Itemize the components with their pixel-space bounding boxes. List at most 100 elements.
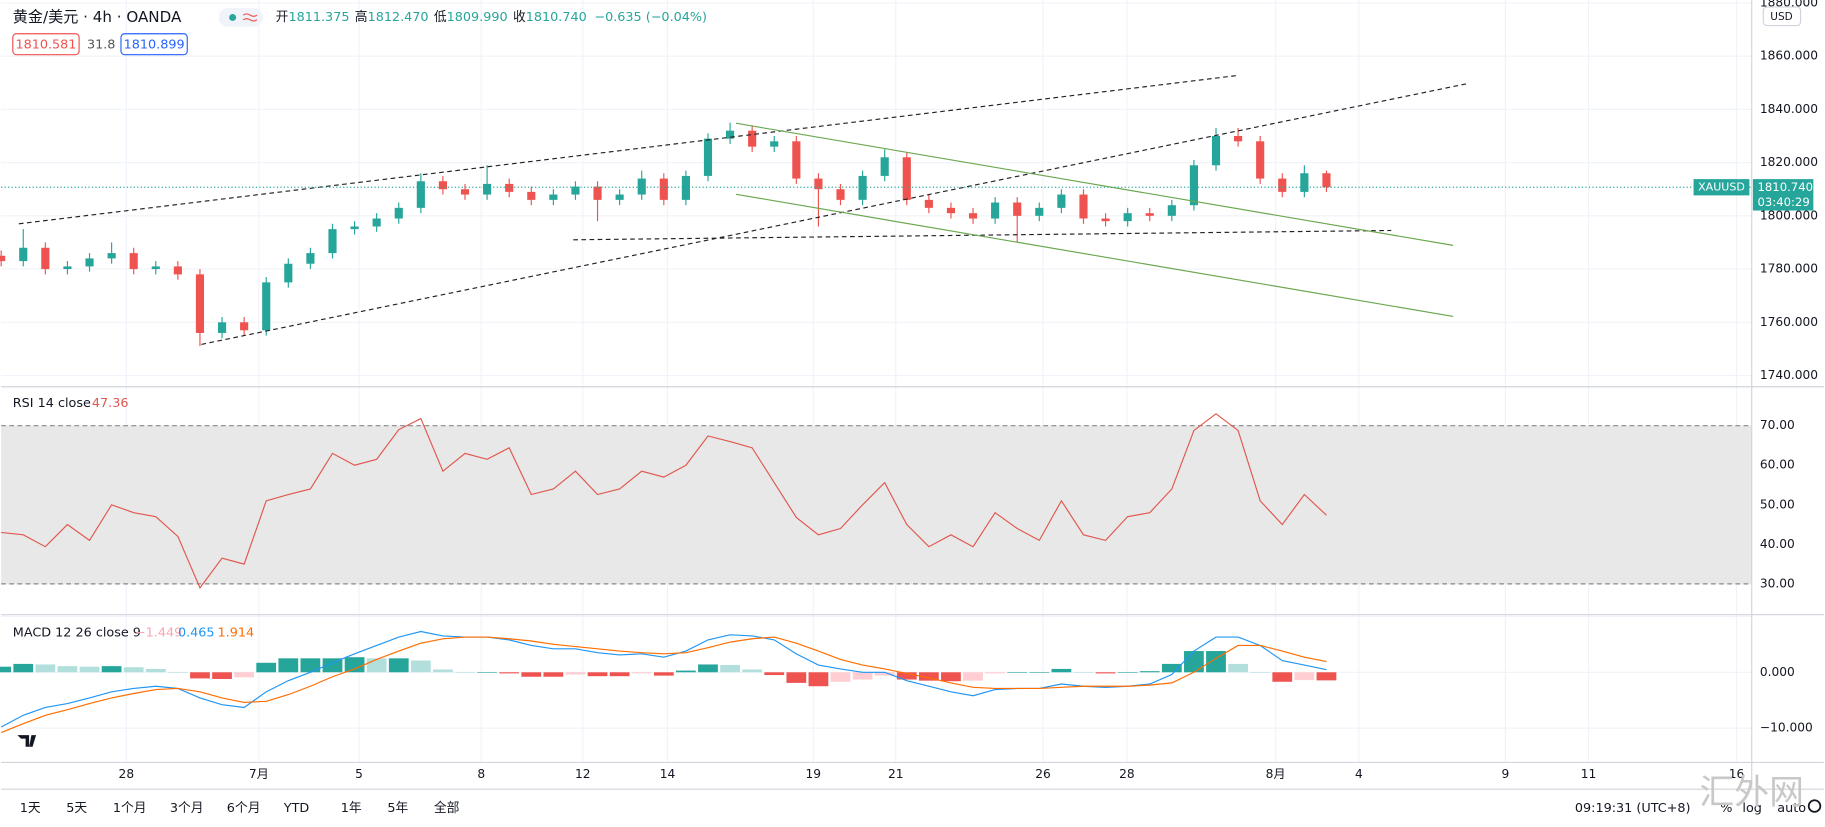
candle-body xyxy=(1123,213,1132,222)
settings-icon[interactable] xyxy=(1807,799,1822,813)
range-button[interactable]: 5年 xyxy=(387,801,408,816)
histogram-bar xyxy=(1117,672,1138,673)
trend-line xyxy=(18,75,1237,225)
candle-body xyxy=(902,157,911,200)
macd-line xyxy=(0,636,1327,734)
candle-body xyxy=(659,178,668,200)
ohlc-value: 1810.740 xyxy=(526,10,587,25)
x-tick-label: 16 xyxy=(1729,767,1745,781)
histogram-bar xyxy=(145,668,166,673)
y-tick-label: 60.00 xyxy=(1760,458,1795,472)
candle-body xyxy=(527,191,536,200)
range-button[interactable]: YTD xyxy=(283,801,310,816)
auto-toggle[interactable]: auto xyxy=(1777,801,1806,816)
y-tick-label: 1760.000 xyxy=(1760,315,1818,329)
range-button[interactable]: 3个月 xyxy=(170,801,204,816)
candle-body xyxy=(416,181,425,208)
currency[interactable]: USD xyxy=(1770,11,1792,23)
countdown: 03:40:29 xyxy=(1758,195,1810,209)
candle-body xyxy=(593,186,602,200)
candle-body xyxy=(1256,141,1265,179)
x-tick-label: 7月 xyxy=(249,767,269,781)
histogram-bar xyxy=(764,672,785,676)
candle-body xyxy=(129,253,138,270)
x-tick-label: 9 xyxy=(1501,767,1509,781)
x-tick-label: 28 xyxy=(1119,767,1135,781)
histogram-bar xyxy=(786,672,807,683)
wave-icon xyxy=(242,13,258,22)
candle-body xyxy=(1035,207,1044,216)
histogram-bar xyxy=(101,666,122,673)
candle-body xyxy=(968,213,978,219)
range-button[interactable]: 1个月 xyxy=(113,801,147,816)
candle-body xyxy=(19,247,28,262)
histogram-bar xyxy=(521,672,542,677)
candle-body xyxy=(549,194,558,200)
symbol-tag-bg xyxy=(1693,179,1750,196)
candle-body xyxy=(262,282,271,331)
histogram-bar xyxy=(808,672,829,687)
histogram-bar xyxy=(1206,651,1226,673)
histogram-bar xyxy=(1051,668,1072,673)
candle-body xyxy=(350,226,359,230)
candle-body xyxy=(703,138,713,176)
spread: 31.8 xyxy=(87,37,115,52)
x-tick-label: 26 xyxy=(1035,767,1051,781)
trend-line xyxy=(735,193,1454,318)
percent-toggle[interactable]: % xyxy=(1720,801,1732,816)
candle-body xyxy=(1322,173,1331,188)
y-tick-label: 50.00 xyxy=(1760,497,1795,511)
sell-button[interactable] xyxy=(12,33,80,56)
candle-body xyxy=(615,194,624,200)
y-tick-label: 70.00 xyxy=(1760,418,1795,432)
y-tick-label: 1840.000 xyxy=(1760,102,1818,116)
buy-button[interactable] xyxy=(120,33,188,56)
x-tick-label: 11 xyxy=(1581,767,1597,781)
range-button[interactable]: 5天 xyxy=(66,801,87,816)
signal-value: 1.914 xyxy=(218,625,255,640)
histogram-bar xyxy=(742,669,763,673)
histogram-bar xyxy=(676,670,696,673)
buy-price[interactable]: 1810.899 xyxy=(124,37,185,52)
candle-body xyxy=(394,207,403,219)
symbol-tag: XAUUSD xyxy=(1698,180,1745,193)
range-button[interactable]: 1年 xyxy=(341,801,362,816)
sell-price[interactable]: 1810.581 xyxy=(15,37,76,52)
histogram-bar xyxy=(918,672,939,681)
log-toggle[interactable]: log xyxy=(1742,801,1761,816)
histogram-bar xyxy=(123,667,144,673)
x-tick-label: 21 xyxy=(888,767,904,781)
candle-body xyxy=(770,141,779,147)
histogram-bar xyxy=(366,658,387,673)
histogram-bar xyxy=(0,666,12,673)
y-tick-label: 1820.000 xyxy=(1760,155,1818,169)
rsi-line xyxy=(1,413,1327,590)
histogram-bar xyxy=(190,672,210,679)
candle-body xyxy=(1167,205,1176,216)
candle-body xyxy=(0,255,6,262)
histogram-bar xyxy=(1294,672,1315,681)
candle-body xyxy=(1145,213,1154,216)
range-button[interactable]: 1天 xyxy=(20,801,41,816)
range-button[interactable]: 6个月 xyxy=(227,801,261,816)
candle-body xyxy=(328,229,337,254)
candle-body xyxy=(880,157,889,176)
histogram-bar xyxy=(477,672,497,673)
axes: 1740.000 1760.000 1780.000 1800.000 1820.000… xyxy=(119,0,1819,781)
x-tick-label: 19 xyxy=(806,767,822,781)
histogram-bar xyxy=(1095,672,1116,674)
histogram-bar xyxy=(941,672,961,682)
status-dot xyxy=(229,13,237,21)
range-button[interactable]: 全部 xyxy=(434,800,460,816)
trend-line xyxy=(573,229,1392,241)
y-tick-label: 0.000 xyxy=(1760,665,1795,679)
histogram-bar xyxy=(388,658,409,673)
histogram-bar xyxy=(985,672,1006,674)
histogram-bar xyxy=(57,666,78,673)
histogram-bar xyxy=(234,672,255,678)
currency-select[interactable] xyxy=(1762,6,1802,27)
visibility-toggle[interactable] xyxy=(218,8,263,27)
rsi-band xyxy=(1,425,1752,584)
plots xyxy=(0,75,1752,734)
